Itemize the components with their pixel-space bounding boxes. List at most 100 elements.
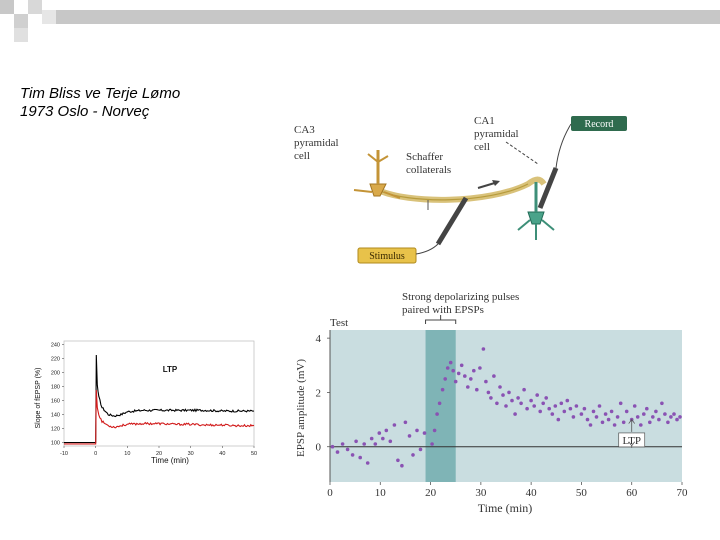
epsp-data-point — [678, 415, 682, 419]
corner-square-6 — [28, 14, 42, 28]
right-x-tick-label: 30 — [475, 487, 487, 499]
epsp-data-point — [430, 442, 434, 446]
epsp-data-point — [445, 366, 450, 370]
test-label: Test — [330, 317, 348, 329]
epsp-data-point — [669, 415, 673, 419]
epsp-data-point — [660, 401, 664, 406]
epsp-data-point — [565, 398, 570, 403]
epsp-data-point — [335, 450, 340, 454]
epsp-data-point — [396, 458, 400, 463]
epsp-data-point — [553, 404, 558, 408]
left-x-tick-label: 0 — [94, 451, 97, 457]
epsp-data-point — [618, 401, 623, 406]
epsp-data-point — [582, 406, 587, 411]
left-chart-annotation: LTP — [163, 365, 178, 374]
epsp-data-point — [489, 396, 493, 400]
slide-title-line2: 1973 Oslo - Norveç — [20, 103, 150, 120]
left-chart-series-black — [64, 354, 255, 444]
epsp-data-point — [522, 387, 526, 392]
epsp-data-point — [547, 406, 551, 411]
ca3-label-2: pyramidal — [294, 137, 339, 149]
epsp-data-point — [340, 442, 345, 446]
epsp-data-point — [639, 423, 643, 427]
right-x-tick-label: 0 — [327, 487, 333, 499]
epsp-data-point — [475, 387, 479, 392]
signal-arrowhead — [492, 180, 500, 186]
epsp-data-point — [432, 428, 437, 433]
epsp-data-point — [513, 412, 517, 416]
right-chart-header-2: paired with EPSPs — [402, 304, 484, 316]
epsp-data-point — [654, 409, 658, 414]
left-chart-frame — [63, 340, 255, 447]
pulse-window-band — [425, 330, 456, 482]
record-label: Record — [585, 119, 614, 130]
epsp-data-point — [350, 453, 355, 457]
corner-square-4 — [0, 14, 14, 28]
epsp-data-point — [365, 461, 370, 465]
epsp-data-point — [600, 420, 605, 425]
left-x-tick-label: 50 — [251, 451, 257, 457]
epsp-data-point — [645, 406, 649, 411]
left-ltp-chart: Slope of fEPSP (%) Time (min) LTP -10 0 10… — [35, 340, 257, 465]
ca1-label-2: pyramidal — [474, 128, 519, 140]
left-y-tick-label: 180 — [51, 385, 60, 391]
epsp-data-point — [603, 412, 608, 416]
epsp-data-point — [666, 420, 670, 425]
left-x-tick-label: 30 — [188, 451, 194, 457]
epsp-data-point — [466, 385, 470, 389]
corner-square-5 — [14, 14, 28, 28]
right-x-tick-label: 70 — [677, 487, 689, 499]
stimulus-electrode — [435, 196, 469, 246]
epsp-data-point — [657, 417, 661, 422]
epsp-data-point — [562, 409, 567, 414]
right-y-tick-label: 2 — [316, 387, 322, 399]
left-y-tick-label: 220 — [51, 357, 60, 363]
epsp-data-point — [591, 409, 596, 414]
epsp-data-point — [400, 463, 404, 468]
left-chart-xlabel: Time (min) — [151, 456, 189, 465]
left-y-tick-label: 200 — [51, 371, 60, 377]
epsp-data-point — [448, 360, 453, 365]
epsp-data-point — [422, 431, 427, 435]
epsp-data-point — [606, 417, 611, 422]
right-x-tick-label: 60 — [626, 487, 638, 499]
epsp-data-point — [510, 398, 514, 403]
ca1-pointer — [505, 141, 539, 165]
epsp-data-point — [478, 366, 482, 370]
left-x-tick-label: 10 — [124, 451, 130, 457]
epsp-data-point — [362, 442, 366, 446]
epsp-data-point — [403, 420, 408, 425]
corner-square-2 — [14, 0, 28, 14]
epsp-data-point — [440, 387, 445, 392]
epsp-data-point — [538, 409, 542, 414]
epsp-data-point — [495, 401, 499, 406]
epsp-data-point — [632, 404, 637, 408]
epsp-data-point — [532, 404, 536, 408]
epsp-data-point — [415, 428, 419, 433]
right-y-tick-label: 0 — [316, 442, 322, 454]
ca1-neuron — [517, 182, 555, 240]
epsp-data-point — [609, 409, 614, 414]
epsp-data-point — [624, 409, 629, 414]
stimulus-box — [357, 247, 417, 264]
epsp-data-point — [594, 415, 599, 419]
epsp-data-point — [330, 444, 335, 449]
epsp-data-point — [373, 442, 378, 446]
epsp-data-point — [354, 439, 358, 444]
schaffer-label-2: collaterals — [406, 164, 451, 176]
epsp-data-point — [529, 398, 533, 403]
stimulus-wire — [415, 243, 439, 255]
right-chart-ylabel: EPSP amplitude (mV) — [295, 359, 307, 457]
epsp-data-point — [469, 377, 473, 381]
epsp-data-point — [435, 412, 439, 416]
ca3-neuron — [353, 150, 401, 199]
pulse-bracket — [425, 315, 457, 324]
left-y-tick-label: 140 — [51, 413, 60, 419]
left-x-tick-label: 40 — [219, 451, 225, 457]
epsp-data-point — [568, 406, 573, 411]
left-chart-ylabel: Slope of fEPSP (%) — [35, 368, 42, 429]
epsp-data-point — [377, 431, 382, 435]
epsp-data-point — [635, 415, 640, 419]
left-y-tick-label: 160 — [51, 399, 60, 405]
epsp-data-point — [535, 393, 539, 397]
